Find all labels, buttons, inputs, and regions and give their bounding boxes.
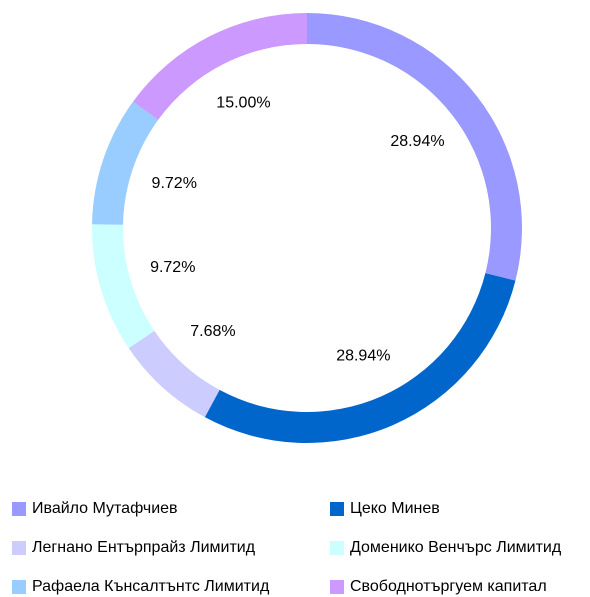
legend-swatch: [330, 580, 344, 594]
donut-slice: [92, 101, 159, 225]
donut-slice: [91, 224, 155, 349]
legend-label: Доменико Венчърс Лимитид: [350, 539, 562, 556]
data-label: 28.94%: [336, 347, 390, 364]
legend-swatch: [330, 541, 344, 555]
donut-slice: [307, 13, 523, 281]
donut-slice: [133, 13, 307, 120]
legend-swatch: [12, 502, 26, 516]
data-label: 9.72%: [150, 259, 195, 276]
legend-label: Легнано Ентърпрайз Лимитид: [32, 539, 256, 556]
legend-label: Рафаела Кънсалтънтс Лимитид: [32, 578, 270, 595]
data-label: 28.94%: [390, 133, 444, 150]
data-label: 15.00%: [216, 94, 270, 111]
legend-label: Свободнотъргуем капитал: [350, 578, 547, 595]
donut-slice: [204, 273, 516, 443]
legend-label: Цеко Минев: [350, 500, 440, 517]
legend-swatch: [12, 580, 26, 594]
legend-label: Ивайло Мутафчиев: [32, 500, 178, 517]
donut-slice: [128, 330, 220, 418]
legend-swatch: [330, 502, 344, 516]
data-label: 7.68%: [190, 323, 235, 340]
data-label: 9.72%: [152, 175, 197, 192]
legend-swatch: [12, 541, 26, 555]
